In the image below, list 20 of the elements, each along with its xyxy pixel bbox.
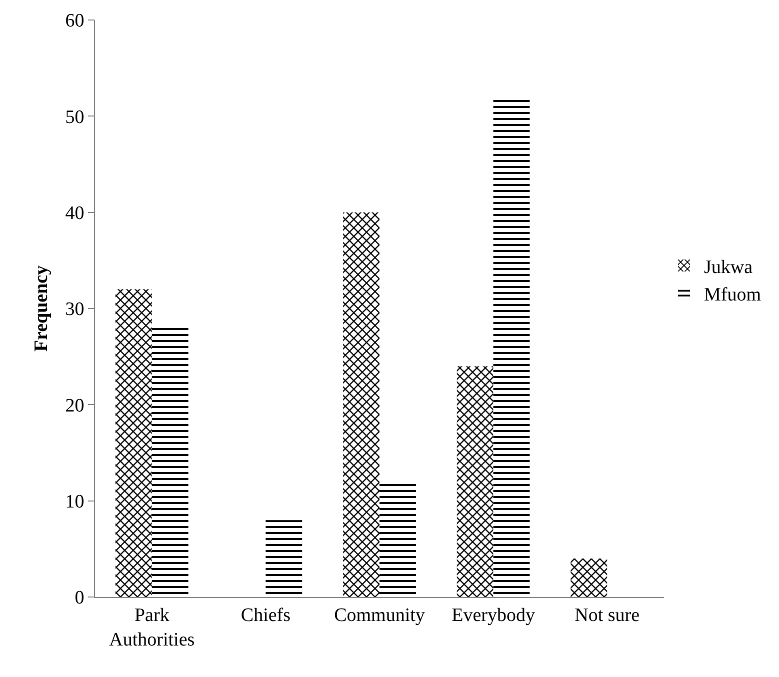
bar [343,212,380,597]
x-tick-label: Community [334,604,426,626]
x-tick-label: Not sure [574,604,640,626]
text: Mfuom [704,284,762,306]
y-tick-label: 20 [65,395,84,416]
x-tick-label: Park Authorities [109,604,195,650]
text: Jukwa [704,256,754,278]
y-tick-label: 10 [65,491,84,512]
y-tick-label: 30 [65,299,84,320]
bar [456,366,494,597]
bar [115,289,152,597]
y-tick-label: 50 [65,106,84,128]
x-tick-label: Everybody [452,604,536,626]
x-tick-label: Chiefs [240,604,291,626]
y-axis-title: Frequency [31,264,52,352]
bar [152,328,188,597]
y-tick-label: 0 [74,588,84,609]
bar [570,558,608,597]
y-tick-label: 40 [65,202,84,224]
y-tick-label: 60 [65,10,84,32]
